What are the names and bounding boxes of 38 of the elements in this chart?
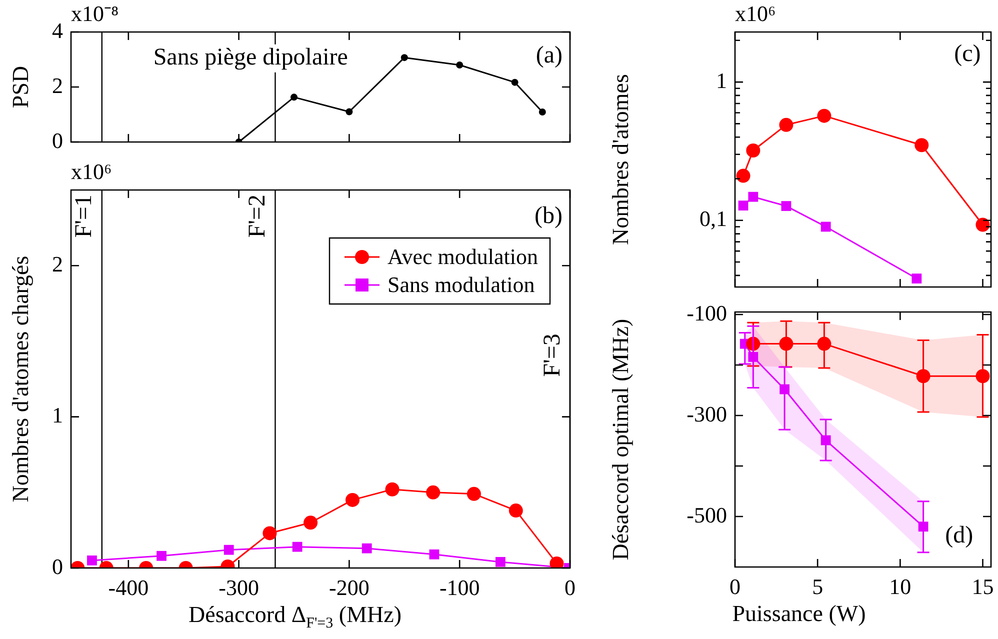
annotation: F'=3 [539,334,566,377]
x-tick-label: -300 [218,574,259,600]
annotation: Sans piège dipolaire [153,44,348,71]
text: x10⁶ [71,158,112,184]
y-tick-label: 2 [52,251,63,276]
x-tick-label: 5 [812,574,824,599]
annotation: F'=1 [71,194,98,238]
annotation: (a) [536,42,563,68]
annotation: F'=2 [244,194,271,238]
x-tick-label: 0 [564,574,576,600]
text: x10⁶ [735,0,776,26]
y-tick-label: -300 [686,401,727,426]
y-tick-label: 1 [716,68,727,93]
annotation: (b) [534,202,563,229]
y-tick-label: 0 [52,128,63,153]
legend-label: Sans modulation [388,272,535,297]
y-tick-label: 1 [52,402,63,428]
annotation: (d) [945,522,974,549]
y-tick-label: 2 [52,72,63,98]
y-tick-label: -500 [686,502,727,528]
x-axis-title: Puissance (W) [731,601,867,627]
x-tick-label: -200 [329,574,370,600]
y-axis-title: PSD [8,66,33,108]
y-tick-label: 4 [52,18,63,43]
legend-label: Avec modulation [388,244,538,269]
x-tick-label: 15 [972,574,994,599]
x-tick-label: -400 [108,574,149,600]
x-axis-title: Désaccord Δ$_{F'=3}$ (MHz) [188,602,402,633]
y-axis-title: Nombres d'atomes chargés [8,256,33,502]
y-tick-label: 0 [52,554,63,579]
x-tick-label: -100 [439,574,480,600]
x-tick-label: 10 [889,574,912,599]
y-tick-label: -100 [686,300,727,326]
y-tick-label: 0,1 [700,206,727,232]
text: x10⁻⁸ [71,0,119,26]
y-axis-title: Désaccord optimal (MHz) [608,318,633,560]
y-axis-title: Nombres d'atomes [608,74,633,245]
annotation: (c) [954,41,981,68]
